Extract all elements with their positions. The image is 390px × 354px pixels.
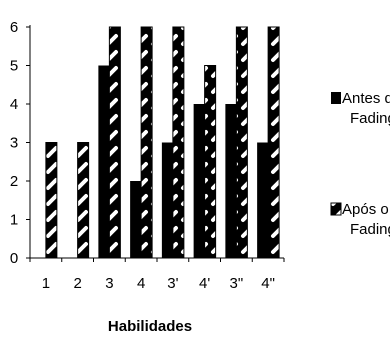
bar-apos-o-fading [235, 26, 248, 259]
legend: Antes doFading Após oFading [330, 90, 390, 238]
bar-antes-do-fading [161, 142, 173, 258]
x-axis: 1 2 3 4 3' 4' 3" 4" [29, 257, 285, 292]
y-tick-label: 6 [10, 19, 18, 36]
bar-apos-o-fading [172, 26, 185, 259]
bar-antes-do-fading [130, 181, 142, 258]
legend-swatch-antes [331, 92, 341, 104]
bar-antes-do-fading [98, 65, 110, 258]
x-axis-label: Habilidades [108, 318, 192, 335]
x-tick-label: 3" [230, 275, 244, 292]
bar-apos-o-fading [204, 65, 217, 259]
bar-apos-o-fading [108, 26, 121, 259]
legend-swatch-apos [330, 202, 342, 216]
bar-antes-do-fading [225, 104, 237, 258]
x-tick-label: 4" [261, 275, 275, 292]
y-tick-label: 5 [10, 58, 18, 75]
bar-apos-o-fading [140, 26, 153, 259]
bar-apos-o-fading [45, 142, 58, 259]
legend-label-apos: Após oFading [342, 201, 390, 238]
x-tick-label: 3 [105, 275, 113, 292]
bar-antes-do-fading [257, 142, 269, 258]
y-tick-label: 3 [10, 135, 18, 152]
bar-apos-o-fading [77, 142, 90, 259]
y-tick-label: 0 [10, 250, 18, 267]
bar-antes-do-fading [193, 104, 205, 258]
x-tick-label: 4 [137, 275, 145, 292]
y-tick-label: 2 [10, 173, 18, 190]
x-tick-label: 2 [73, 275, 81, 292]
y-axis: 0 1 2 3 4 5 6 [10, 19, 31, 267]
x-tick-label: 3' [167, 275, 178, 292]
x-tick-label: 1 [42, 275, 50, 292]
legend-label-antes: Antes doFading [342, 90, 390, 127]
y-tick-label: 4 [10, 96, 18, 113]
bar-apos-o-fading [267, 26, 280, 259]
y-tick-label: 1 [10, 212, 18, 229]
x-tick-label: 4' [199, 275, 210, 292]
plot-area [45, 26, 280, 259]
